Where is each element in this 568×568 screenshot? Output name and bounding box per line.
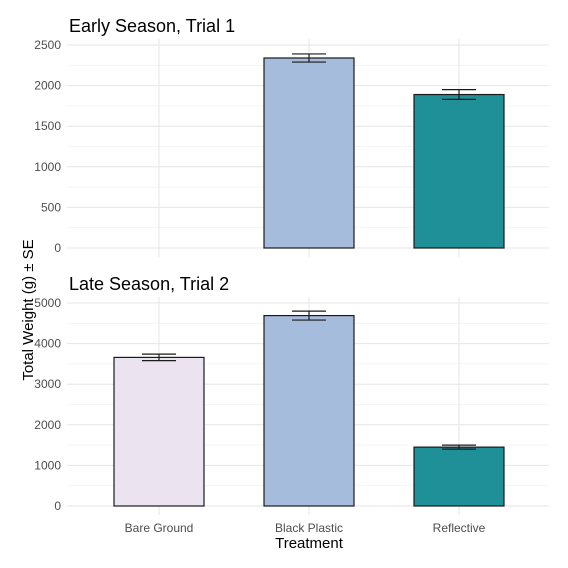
x-tick-label: Reflective <box>433 521 486 535</box>
x-tick-label: Bare Ground <box>125 521 194 535</box>
y-tick-label: 2500 <box>34 38 61 52</box>
error-bar <box>142 353 176 362</box>
panel-title: Late Season, Trial 2 <box>69 274 229 294</box>
x-tick-label: Black Plastic <box>275 521 343 535</box>
y-tick-label: 1000 <box>34 160 61 174</box>
error-bar <box>292 53 326 63</box>
y-tick-label: 0 <box>54 499 61 513</box>
error-bar <box>292 310 326 321</box>
y-tick-label: 5000 <box>34 296 61 310</box>
bar-reflective <box>413 446 505 507</box>
bar-black-plastic <box>263 314 355 507</box>
bar-reflective <box>413 93 505 249</box>
y-tick-label: 3000 <box>34 377 61 391</box>
panel-1: 0 500 1000 1500 2000 2500 Early Season, Trial … <box>34 16 549 257</box>
bar-bare-ground <box>113 356 205 507</box>
y-tick-label: 0 <box>54 241 61 255</box>
y-tick-label: 2000 <box>34 79 61 93</box>
chart-panels: 0 500 1000 1500 2000 2500 Early Season, Trial … <box>34 16 549 535</box>
y-tick-label: 4000 <box>34 337 61 351</box>
bar-black-plastic <box>263 57 355 249</box>
panel-title: Early Season, Trial 1 <box>69 16 235 36</box>
error-bar <box>442 89 476 101</box>
y-tick-label: 500 <box>41 200 61 214</box>
y-axis-title: Total Weight (g) ± SE <box>20 239 37 380</box>
panel-2: 0 1000 2000 3000 4000 5000 Late Season, Trial … <box>34 274 549 515</box>
y-tick-label: 1000 <box>34 458 61 472</box>
y-tick-label: 2000 <box>34 418 61 432</box>
error-bar <box>442 444 476 450</box>
y-tick-label: 1500 <box>34 119 61 133</box>
x-axis-title: Treatment <box>275 535 344 552</box>
